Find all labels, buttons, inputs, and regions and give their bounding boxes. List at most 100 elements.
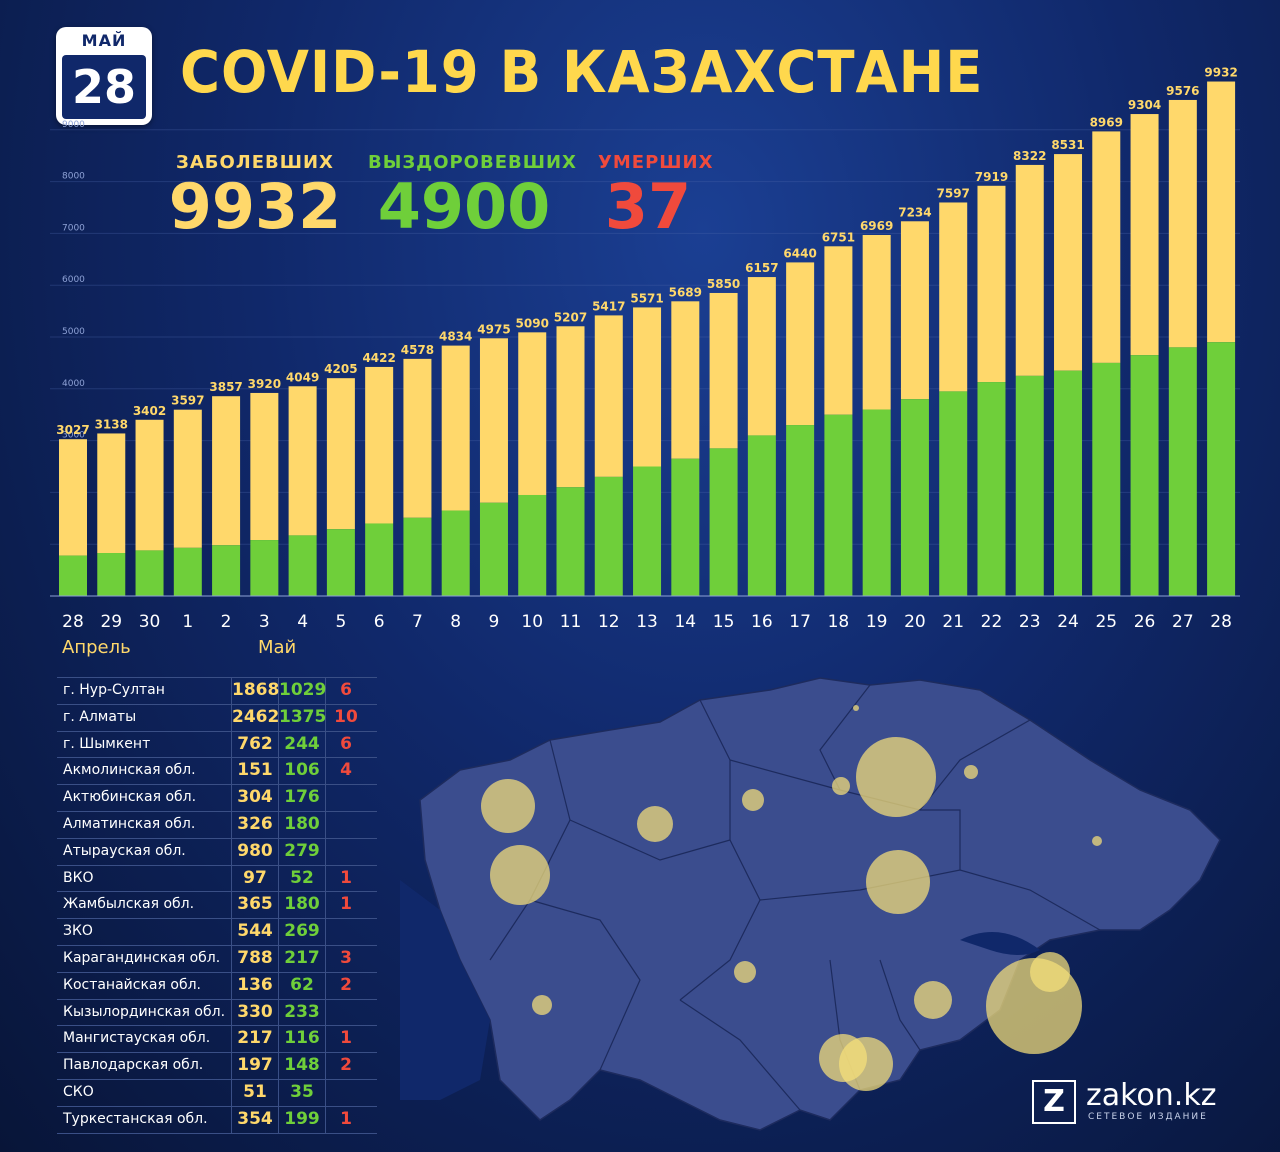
x-tick-label: 23 (1019, 612, 1041, 632)
y-tick-label: 5000 (62, 327, 85, 337)
stat-cases-value: 9932 (168, 170, 342, 243)
region-deaths: 10 (334, 706, 358, 727)
x-tick-label: 10 (521, 612, 543, 632)
data-label: 5207 (554, 310, 587, 324)
x-tick-label: 2 (221, 612, 232, 632)
region-recovered: 106 (279, 758, 326, 785)
bar-recovered (1015, 375, 1044, 596)
stat-deaths-label: УМЕРШИХ (598, 152, 714, 173)
y-tick-label: 7000 (62, 223, 85, 233)
table-row: Актюбинская обл. 304 176 (57, 785, 377, 812)
date-day: 28 (62, 55, 146, 119)
region-name: Актюбинская обл. (57, 785, 232, 811)
bubble-sko (853, 705, 859, 711)
bar-cases (1015, 164, 1044, 376)
table-row: Акмолинская обл. 151 106 4 (57, 758, 377, 786)
stat-deaths-value: 37 (604, 170, 692, 243)
region-cases: 326 (232, 811, 279, 838)
bar-cases (633, 307, 662, 467)
x-tick-label: 15 (713, 612, 735, 632)
bubble-kyzylorda (734, 961, 756, 983)
bar-cases (1092, 131, 1121, 363)
bar-recovered (441, 510, 470, 596)
y-tick-label: 9000 (62, 120, 85, 130)
bar-cases (518, 332, 547, 495)
date-badge: МАЙ 28 (56, 27, 152, 125)
caspian-sea (400, 880, 490, 1100)
table-row: Мангистауская обл. 217 116 1 (57, 1026, 377, 1054)
region-recovered: 35 (279, 1079, 326, 1106)
x-tick-label: 11 (560, 612, 582, 632)
bar-cases (709, 292, 738, 449)
bar-cases (824, 246, 853, 415)
map-outline (419, 677, 1221, 1131)
region-deaths: 2 (340, 974, 352, 995)
y-tick-label: 3000 (62, 431, 85, 441)
region-name: ЗКО (57, 919, 232, 945)
data-label: 7234 (898, 205, 931, 219)
region-recovered: 62 (279, 972, 326, 999)
bar-recovered (1130, 355, 1159, 596)
table-row: Туркестанская обл. 354 199 1 (57, 1106, 377, 1134)
bar-cases (1130, 114, 1159, 356)
data-label: 3857 (209, 380, 242, 394)
data-label: 4049 (286, 370, 319, 384)
region-recovered: 199 (279, 1106, 326, 1133)
bar-recovered (747, 435, 776, 596)
region-cases: 365 (232, 892, 279, 919)
region-deaths (326, 812, 366, 838)
data-label: 6751 (822, 230, 855, 244)
x-tick-label: 24 (1057, 612, 1079, 632)
bubble-karaganda (866, 850, 930, 914)
data-label: 3597 (171, 394, 204, 408)
border-2 (569, 819, 761, 1001)
bubble-zko-west (637, 806, 673, 842)
logo-subtitle: СЕТЕВОЕ ИЗДАНИЕ (1088, 1112, 1208, 1122)
bar-recovered (824, 414, 853, 596)
table-row: Алматинская обл. 326 180 (57, 811, 377, 839)
bar-recovered (709, 448, 738, 596)
region-cases: 304 (232, 785, 279, 811)
region-name: Туркестанская обл. (57, 1106, 232, 1133)
x-tick-label: 14 (674, 612, 696, 632)
region-recovered: 1375 (279, 704, 326, 731)
zakon-logo[interactable]: Z zakon.kz СЕТЕВОЕ ИЗДАНИЕ (1032, 1080, 1222, 1124)
region-deaths: 4 (340, 760, 352, 781)
bubble-mangistau (532, 995, 552, 1015)
bar-recovered (977, 382, 1006, 596)
data-label: 8969 (1090, 115, 1123, 129)
table-row: г. Нур-Султан 1868 1029 6 (57, 678, 377, 705)
bar-cases (1054, 154, 1083, 371)
border-10 (879, 959, 921, 1051)
bar-recovered (1168, 347, 1197, 596)
x-tick-label: 7 (412, 612, 423, 632)
region-recovered: 180 (279, 811, 326, 838)
bubble-shymkent (839, 1037, 893, 1091)
bar-recovered (135, 550, 164, 596)
x-tick-label: 22 (981, 612, 1003, 632)
stat-recovered-label: ВЫЗДОРОВЕВШИХ (368, 152, 577, 173)
bar-cases (939, 202, 968, 392)
data-label: 4422 (362, 351, 395, 365)
x-tick-label: 4 (297, 612, 308, 632)
region-name: Алматинская обл. (57, 811, 232, 838)
data-label: 6440 (783, 246, 816, 260)
region-cases: 980 (232, 838, 279, 865)
region-name: Костанайская обл. (57, 972, 232, 999)
table-row: Павлодарская обл. 197 148 2 (57, 1053, 377, 1080)
data-label: 8322 (1013, 149, 1046, 163)
region-cases: 1868 (232, 678, 279, 704)
border-7 (920, 809, 961, 870)
data-label: 4975 (477, 322, 510, 336)
bubble-pavlodar (964, 765, 978, 779)
x-tick-label: 17 (789, 612, 811, 632)
x-tick-label: 1 (182, 612, 193, 632)
bar-cases (594, 315, 623, 477)
y-tick-label: 6000 (62, 275, 85, 285)
bar-recovered (671, 458, 700, 596)
region-recovered: 233 (279, 999, 326, 1026)
data-label: 5850 (707, 277, 740, 291)
region-name: СКО (57, 1079, 232, 1106)
data-label: 5571 (630, 291, 663, 305)
stat-recovered-value: 4900 (377, 170, 551, 243)
